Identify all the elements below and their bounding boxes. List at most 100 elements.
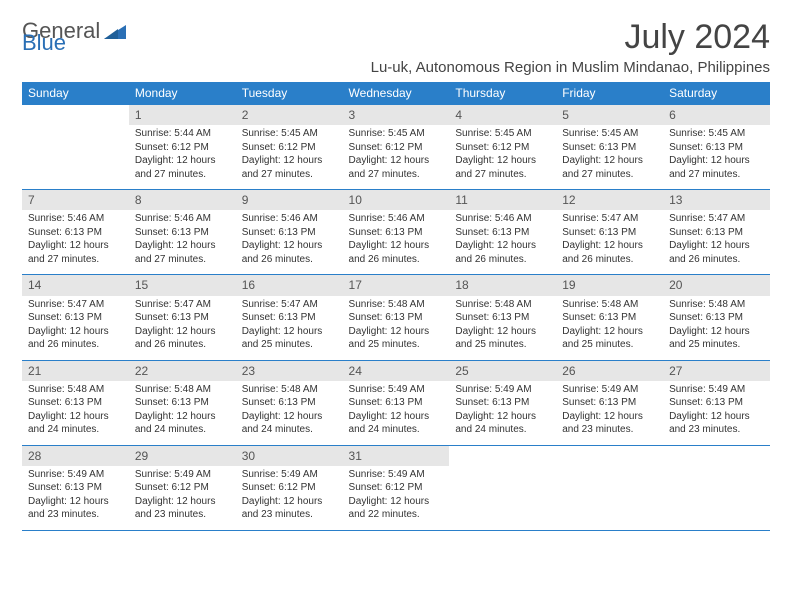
calendar-day-cell: 23Sunrise: 5:48 AMSunset: 6:13 PMDayligh… (236, 360, 343, 445)
calendar-day-cell (663, 445, 770, 530)
sunrise-text: Sunrise: 5:49 AM (455, 383, 550, 397)
day-number: 18 (449, 275, 556, 295)
daylight-line1: Daylight: 12 hours (562, 410, 657, 424)
day-body: Sunrise: 5:49 AMSunset: 6:13 PMDaylight:… (449, 381, 556, 445)
day-number: 19 (556, 275, 663, 295)
day-body: Sunrise: 5:49 AMSunset: 6:13 PMDaylight:… (663, 381, 770, 445)
sunset-text: Sunset: 6:13 PM (242, 226, 337, 240)
calendar-week-row: 14Sunrise: 5:47 AMSunset: 6:13 PMDayligh… (22, 275, 770, 360)
daylight-line2: and 27 minutes. (562, 168, 657, 182)
sunrise-text: Sunrise: 5:49 AM (242, 468, 337, 482)
day-number: 24 (343, 361, 450, 381)
day-number: 9 (236, 190, 343, 210)
daylight-line2: and 22 minutes. (349, 508, 444, 522)
daylight-line2: and 26 minutes. (242, 253, 337, 267)
sunset-text: Sunset: 6:12 PM (135, 141, 230, 155)
sunrise-text: Sunrise: 5:48 AM (455, 298, 550, 312)
sunrise-text: Sunrise: 5:46 AM (242, 212, 337, 226)
calendar-day-cell (449, 445, 556, 530)
day-body: Sunrise: 5:48 AMSunset: 6:13 PMDaylight:… (236, 381, 343, 445)
calendar-day-cell: 19Sunrise: 5:48 AMSunset: 6:13 PMDayligh… (556, 275, 663, 360)
sunset-text: Sunset: 6:12 PM (455, 141, 550, 155)
day-number: 15 (129, 275, 236, 295)
header: General Blue July 2024 (22, 18, 770, 57)
sunrise-text: Sunrise: 5:49 AM (349, 468, 444, 482)
calendar-day-cell: 28Sunrise: 5:49 AMSunset: 6:13 PMDayligh… (22, 445, 129, 530)
daylight-line2: and 27 minutes. (242, 168, 337, 182)
daylight-line2: and 23 minutes. (28, 508, 123, 522)
sunrise-text: Sunrise: 5:45 AM (349, 127, 444, 141)
calendar-body: 1Sunrise: 5:44 AMSunset: 6:12 PMDaylight… (22, 105, 770, 531)
calendar-day-cell: 10Sunrise: 5:46 AMSunset: 6:13 PMDayligh… (343, 190, 450, 275)
daylight-line1: Daylight: 12 hours (349, 325, 444, 339)
day-number: 30 (236, 446, 343, 466)
day-body: Sunrise: 5:47 AMSunset: 6:13 PMDaylight:… (663, 210, 770, 274)
calendar-day-cell: 7Sunrise: 5:46 AMSunset: 6:13 PMDaylight… (22, 190, 129, 275)
day-body: Sunrise: 5:45 AMSunset: 6:12 PMDaylight:… (343, 125, 450, 189)
dow-header: Wednesday (343, 82, 450, 105)
sunrise-text: Sunrise: 5:47 AM (562, 212, 657, 226)
daylight-line1: Daylight: 12 hours (455, 154, 550, 168)
sunrise-text: Sunrise: 5:45 AM (562, 127, 657, 141)
daylight-line1: Daylight: 12 hours (242, 410, 337, 424)
location-subtitle: Lu-uk, Autonomous Region in Muslim Minda… (22, 59, 770, 76)
daylight-line2: and 27 minutes. (135, 168, 230, 182)
calendar-day-cell: 1Sunrise: 5:44 AMSunset: 6:12 PMDaylight… (129, 105, 236, 190)
calendar-day-cell: 29Sunrise: 5:49 AMSunset: 6:12 PMDayligh… (129, 445, 236, 530)
day-number: 5 (556, 105, 663, 125)
day-number: 22 (129, 361, 236, 381)
day-body: Sunrise: 5:47 AMSunset: 6:13 PMDaylight:… (129, 296, 236, 360)
calendar-day-cell: 16Sunrise: 5:47 AMSunset: 6:13 PMDayligh… (236, 275, 343, 360)
dow-header: Sunday (22, 82, 129, 105)
calendar-day-cell: 2Sunrise: 5:45 AMSunset: 6:12 PMDaylight… (236, 105, 343, 190)
daylight-line2: and 23 minutes. (135, 508, 230, 522)
sunrise-text: Sunrise: 5:45 AM (455, 127, 550, 141)
daylight-line1: Daylight: 12 hours (669, 410, 764, 424)
daylight-line1: Daylight: 12 hours (562, 154, 657, 168)
empty-day (22, 105, 129, 163)
calendar-day-cell: 31Sunrise: 5:49 AMSunset: 6:12 PMDayligh… (343, 445, 450, 530)
sunrise-text: Sunrise: 5:48 AM (562, 298, 657, 312)
sunset-text: Sunset: 6:12 PM (135, 481, 230, 495)
daylight-line2: and 27 minutes. (455, 168, 550, 182)
dow-header: Thursday (449, 82, 556, 105)
daylight-line1: Daylight: 12 hours (562, 325, 657, 339)
calendar-table: Sunday Monday Tuesday Wednesday Thursday… (22, 82, 770, 531)
daylight-line2: and 25 minutes. (242, 338, 337, 352)
day-body: Sunrise: 5:44 AMSunset: 6:12 PMDaylight:… (129, 125, 236, 189)
calendar-day-cell: 15Sunrise: 5:47 AMSunset: 6:13 PMDayligh… (129, 275, 236, 360)
daylight-line2: and 25 minutes. (669, 338, 764, 352)
daylight-line1: Daylight: 12 hours (455, 325, 550, 339)
sunrise-text: Sunrise: 5:44 AM (135, 127, 230, 141)
daylight-line2: and 25 minutes. (455, 338, 550, 352)
day-number: 11 (449, 190, 556, 210)
sunrise-text: Sunrise: 5:46 AM (135, 212, 230, 226)
sunset-text: Sunset: 6:13 PM (349, 226, 444, 240)
day-body: Sunrise: 5:46 AMSunset: 6:13 PMDaylight:… (343, 210, 450, 274)
day-number: 4 (449, 105, 556, 125)
calendar-day-cell: 27Sunrise: 5:49 AMSunset: 6:13 PMDayligh… (663, 360, 770, 445)
sunrise-text: Sunrise: 5:47 AM (135, 298, 230, 312)
calendar-day-cell: 18Sunrise: 5:48 AMSunset: 6:13 PMDayligh… (449, 275, 556, 360)
sunrise-text: Sunrise: 5:49 AM (135, 468, 230, 482)
daylight-line2: and 26 minutes. (669, 253, 764, 267)
calendar-day-cell (556, 445, 663, 530)
calendar-day-cell: 24Sunrise: 5:49 AMSunset: 6:13 PMDayligh… (343, 360, 450, 445)
day-body: Sunrise: 5:45 AMSunset: 6:13 PMDaylight:… (663, 125, 770, 189)
day-number: 7 (22, 190, 129, 210)
daylight-line1: Daylight: 12 hours (669, 239, 764, 253)
title-block: July 2024 (624, 18, 770, 57)
sunset-text: Sunset: 6:13 PM (349, 311, 444, 325)
daylight-line2: and 27 minutes. (349, 168, 444, 182)
logo-triangle-icon (104, 23, 126, 39)
sunset-text: Sunset: 6:13 PM (455, 396, 550, 410)
day-body: Sunrise: 5:49 AMSunset: 6:12 PMDaylight:… (129, 466, 236, 530)
calendar-header-row: Sunday Monday Tuesday Wednesday Thursday… (22, 82, 770, 105)
day-number: 3 (343, 105, 450, 125)
day-body: Sunrise: 5:48 AMSunset: 6:13 PMDaylight:… (663, 296, 770, 360)
day-number: 27 (663, 361, 770, 381)
calendar-day-cell: 5Sunrise: 5:45 AMSunset: 6:13 PMDaylight… (556, 105, 663, 190)
daylight-line2: and 23 minutes. (562, 423, 657, 437)
dow-header: Monday (129, 82, 236, 105)
day-number: 6 (663, 105, 770, 125)
